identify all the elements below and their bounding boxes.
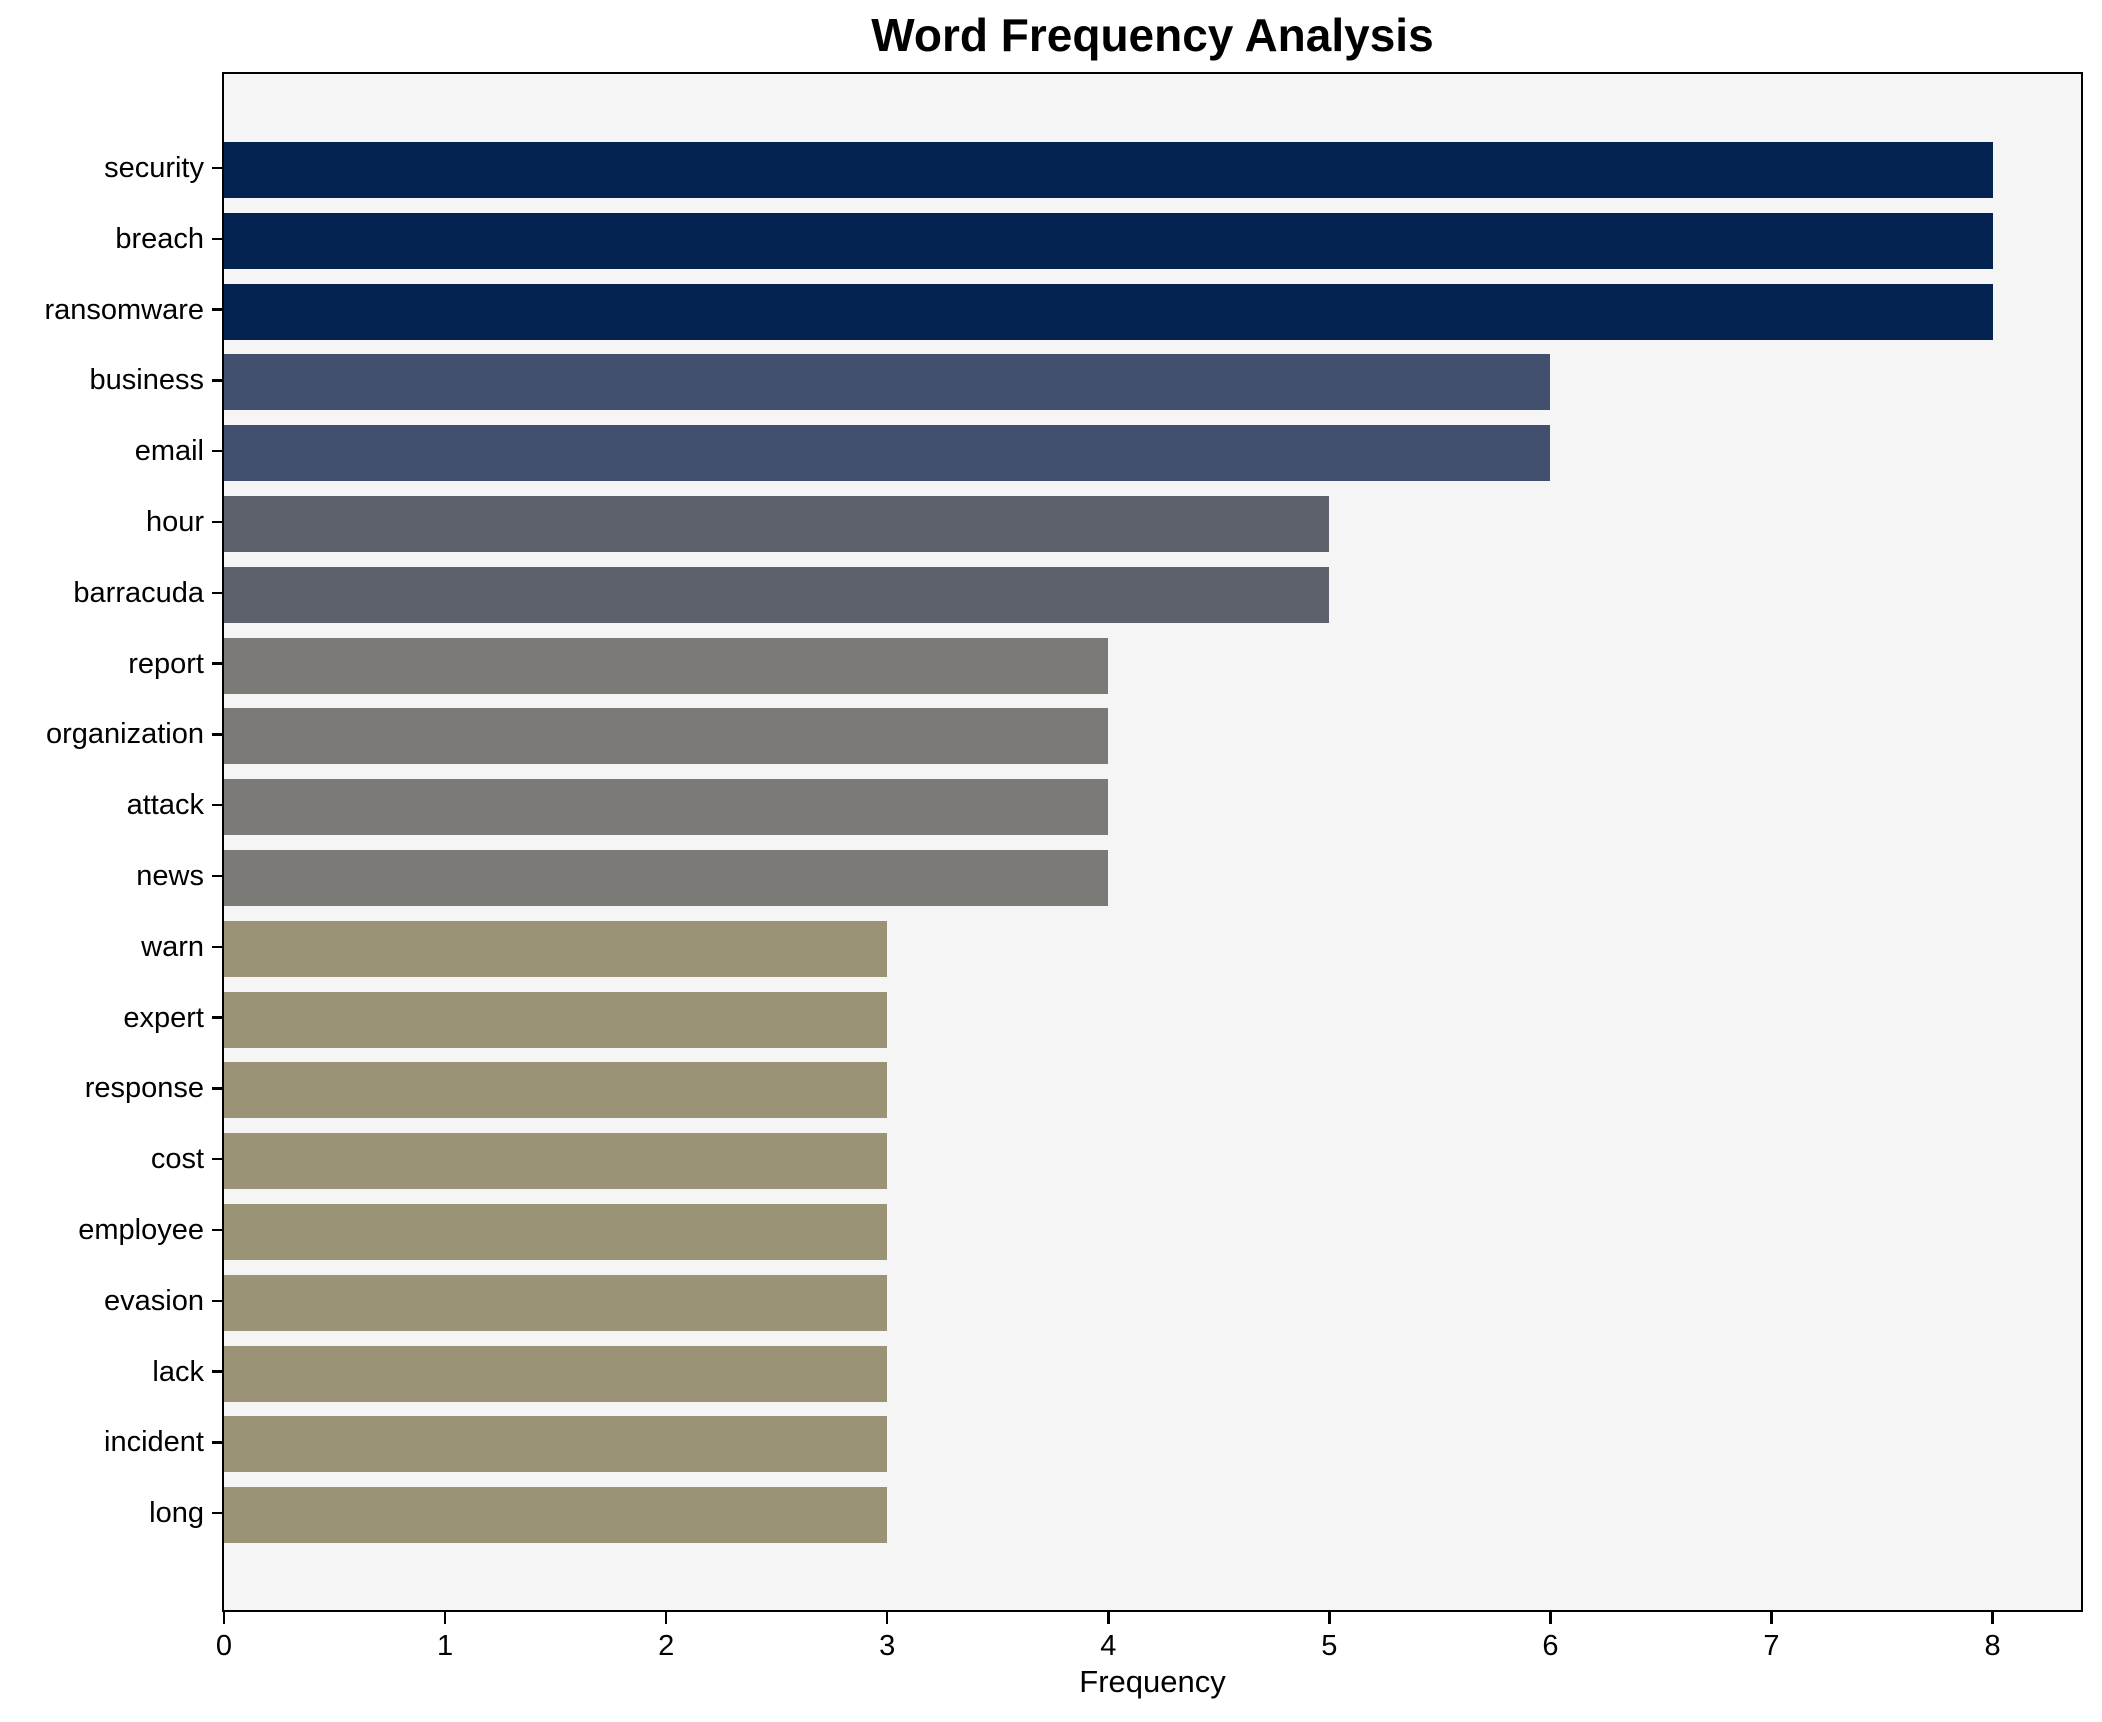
x-tick-8 [1991,1612,1994,1624]
x-axis-title: Frequency [1079,1664,1226,1699]
y-label-incident: incident [104,1426,204,1459]
y-tick-security [212,166,222,170]
y-tick-warn [212,945,222,949]
x-tick-3 [885,1612,889,1624]
y-label-evasion: evasion [104,1284,204,1317]
x-tick-label-0: 0 [215,1630,233,1662]
y-tick-cost [212,1157,222,1161]
y-tick-evasion [212,1299,222,1303]
x-tick-6 [1549,1612,1552,1624]
bar-ransomware [224,283,1993,340]
x-tick-label-4: 4 [1100,1630,1117,1662]
bar-evasion [224,1274,888,1331]
y-label-email: email [134,435,204,468]
bar-business [224,354,1551,411]
y-tick-ransomware [212,308,222,311]
x-tick-7 [1770,1612,1773,1624]
bar-news [224,850,1109,906]
y-label-news: news [136,860,204,892]
bar-employee [224,1204,888,1260]
y-tick-long [212,1511,222,1515]
y-label-breach: breach [115,222,204,255]
y-tick-response [212,1087,222,1090]
x-tick-label-8: 8 [1984,1630,2001,1662]
bar-security [224,142,1993,198]
x-tick-label-5: 5 [1321,1630,1338,1662]
y-tick-employee [212,1228,222,1232]
bar-attack [224,779,1109,836]
bar-lack [224,1345,888,1402]
bar-long [224,1487,888,1544]
y-tick-news [212,874,222,878]
bar-hour [224,496,1330,552]
y-label-report: report [128,647,204,680]
y-label-expert: expert [123,1001,204,1034]
y-label-hour: hour [145,506,204,538]
x-tick-1 [443,1612,447,1624]
y-label-security: security [104,152,204,184]
y-label-organization: organization [46,718,204,751]
y-tick-business [212,379,222,382]
bar-cost [224,1133,888,1190]
y-label-cost: cost [150,1143,204,1176]
y-tick-breach [212,237,222,241]
plot-area [222,72,2083,1612]
y-label-warn: warn [141,930,204,963]
bar-response [224,1062,888,1119]
y-tick-email [212,449,222,453]
y-label-ransomware: ransomware [44,293,204,326]
bar-report [224,637,1109,694]
y-tick-expert [212,1016,222,1019]
bar-organization [224,708,1109,765]
x-tick-5 [1328,1612,1331,1624]
x-tick-label-3: 3 [879,1630,896,1662]
y-tick-barracuda [212,591,222,595]
x-tick-0 [222,1612,226,1624]
x-tick-label-2: 2 [658,1630,675,1662]
x-tick-2 [664,1612,668,1624]
y-tick-lack [212,1370,222,1373]
y-tick-hour [212,520,222,524]
y-label-employee: employee [78,1214,204,1246]
chart-title: Word Frequency Analysis [871,9,1434,61]
x-tick-4 [1107,1612,1110,1624]
y-label-business: business [89,364,204,397]
bar-email [224,425,1551,482]
y-label-barracuda: barracuda [73,576,204,609]
bar-warn [224,920,888,977]
y-label-lack: lack [152,1355,204,1388]
x-tick-label-7: 7 [1763,1630,1780,1662]
y-label-long: long [149,1497,204,1530]
y-tick-report [212,662,222,665]
x-tick-label-6: 6 [1542,1630,1559,1662]
y-tick-attack [212,803,222,807]
bar-expert [224,991,888,1048]
y-tick-incident [212,1441,222,1444]
y-label-attack: attack [126,789,204,822]
bar-breach [224,212,1993,269]
y-tick-organization [212,733,222,736]
y-label-response: response [84,1072,204,1105]
bar-incident [224,1416,888,1473]
x-tick-label-1: 1 [436,1630,454,1662]
bar-barracuda [224,566,1330,623]
